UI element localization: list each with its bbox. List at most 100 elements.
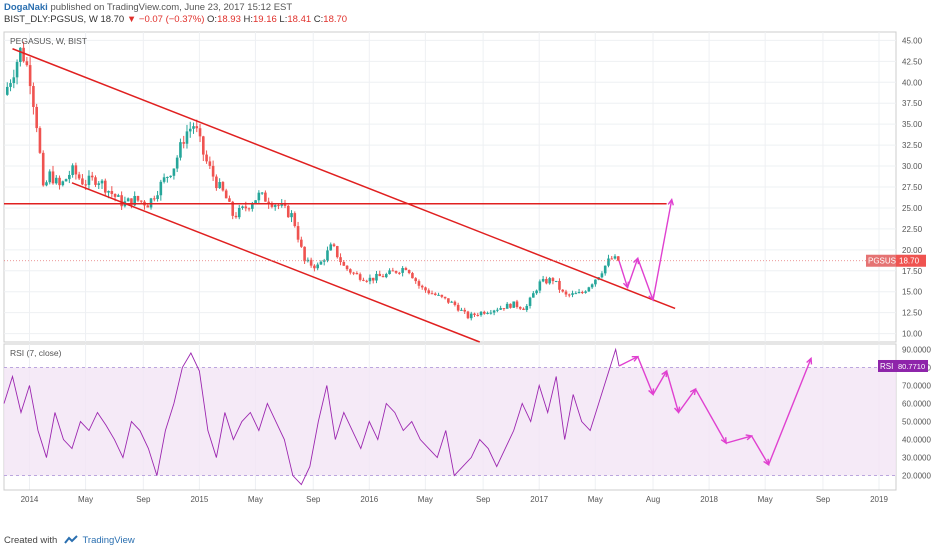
x-tick: Sep	[136, 495, 151, 504]
candle-body	[166, 176, 169, 178]
candle-body	[349, 269, 352, 273]
channel-upper[interactable]	[12, 48, 676, 310]
candle-body	[535, 290, 538, 294]
candle-body	[473, 313, 476, 315]
x-axis[interactable]: 2014 May Sep 2015 May Sep 2016 May Sep 2017 May Aug…	[4, 489, 896, 504]
candle-body	[97, 183, 101, 185]
price-y-tick: 22.50	[902, 225, 923, 234]
candle-body	[512, 301, 516, 308]
candle-body	[153, 198, 156, 200]
candle-body	[522, 308, 525, 310]
open-label: O:	[207, 14, 218, 25]
price-y-tick: 37.50	[902, 99, 923, 108]
candle-body	[532, 293, 535, 298]
x-tick: 2014	[21, 495, 39, 504]
candle-body	[273, 205, 277, 207]
trading-chart[interactable]: 10.00 12.50 15.00 17.50 20.00 22.50 25.00 27.50…	[0, 30, 932, 530]
candle-body	[414, 278, 417, 282]
x-tick: 2018	[700, 495, 718, 504]
candle-body	[260, 192, 264, 194]
x-tick: Aug	[646, 495, 660, 504]
candle-body	[440, 294, 444, 297]
candle-body	[54, 177, 58, 184]
candle-body	[581, 292, 584, 294]
candle-body	[407, 270, 411, 274]
price-y-tick: 25.00	[902, 204, 923, 213]
candle-body	[218, 182, 221, 189]
candle-body	[447, 298, 450, 303]
candle-body	[221, 182, 225, 191]
author-name[interactable]: DogaNaki	[4, 2, 48, 13]
candle-body	[368, 277, 372, 282]
candle-body	[71, 165, 74, 175]
candle-body	[15, 61, 19, 78]
candle-body	[313, 265, 316, 269]
rsi-band	[4, 367, 896, 476]
candle-body	[479, 311, 483, 316]
x-tick: May	[758, 495, 773, 504]
candle-body	[224, 190, 228, 199]
high-label: H:	[243, 14, 254, 25]
candle-body	[603, 265, 607, 274]
candle-body	[234, 215, 238, 218]
high-value: 19.16	[253, 14, 277, 25]
price-y-axis[interactable]: 10.00 12.50 15.00 17.50 20.00 22.50 25.00 27.50…	[902, 36, 923, 338]
price-y-tick: 27.50	[902, 183, 923, 192]
candle-body	[198, 128, 202, 137]
candle-body	[136, 196, 140, 201]
candle-body	[228, 198, 231, 202]
candle-body	[365, 280, 368, 282]
channel-lower[interactable]	[71, 182, 481, 343]
candle-body	[483, 311, 486, 314]
candle-body	[107, 191, 110, 193]
price-y-tick: 30.00	[902, 162, 923, 171]
close-label: C:	[313, 14, 324, 25]
rsi-y-tick: 30.0000	[902, 454, 931, 463]
candle-body	[427, 290, 431, 294]
candle-body	[130, 198, 133, 206]
candle-body	[267, 201, 270, 205]
candle-body	[590, 284, 594, 288]
candle-body	[345, 265, 349, 270]
x-tick: Sep	[476, 495, 491, 504]
candle-body	[19, 47, 22, 62]
candle-body	[450, 301, 453, 303]
candle-body	[420, 285, 424, 288]
tradingview-brand[interactable]: TradingView	[82, 535, 135, 546]
rsi-y-tick: 60.0000	[902, 399, 931, 408]
price-badge-value: 18.70	[899, 257, 920, 266]
candle-body	[411, 273, 414, 279]
arrow-head-icon	[806, 356, 813, 365]
candle-body	[5, 86, 9, 95]
candle-body	[515, 301, 519, 307]
symbol-line: BIST_DLY:PGSUS, W	[4, 14, 98, 25]
candle-body	[401, 268, 404, 273]
candle-body	[391, 270, 395, 272]
candle-body	[352, 272, 355, 274]
candle-body	[215, 176, 218, 189]
candle-body	[286, 205, 290, 218]
candle-body	[103, 180, 107, 193]
price-badge-symbol: PGSUS	[868, 257, 896, 266]
candle-body	[538, 281, 542, 291]
candle-body	[68, 174, 71, 180]
candle-body	[257, 192, 261, 201]
price-badge: PGSUS 18.70	[866, 254, 926, 267]
candle-body	[384, 274, 388, 278]
candle-body	[492, 310, 496, 313]
price-y-tick: 12.50	[902, 309, 923, 318]
price-forecast-arrows[interactable]	[618, 197, 674, 302]
candle-body	[355, 273, 359, 275]
candle-body	[476, 314, 480, 316]
chart-header: DogaNaki published on TradingView.com, J…	[4, 2, 347, 26]
price-y-tick: 17.50	[902, 267, 923, 276]
candle-body	[120, 195, 123, 207]
candle-body	[280, 204, 284, 206]
candle-body	[81, 178, 84, 185]
rsi-pane-label: RSI (7, close)	[10, 348, 62, 358]
candle-body	[110, 191, 114, 194]
candle-body	[139, 200, 143, 202]
open-value: 18.93	[217, 14, 241, 25]
rsi-forecast-arrows[interactable]	[618, 355, 813, 467]
candle-body	[45, 182, 48, 186]
